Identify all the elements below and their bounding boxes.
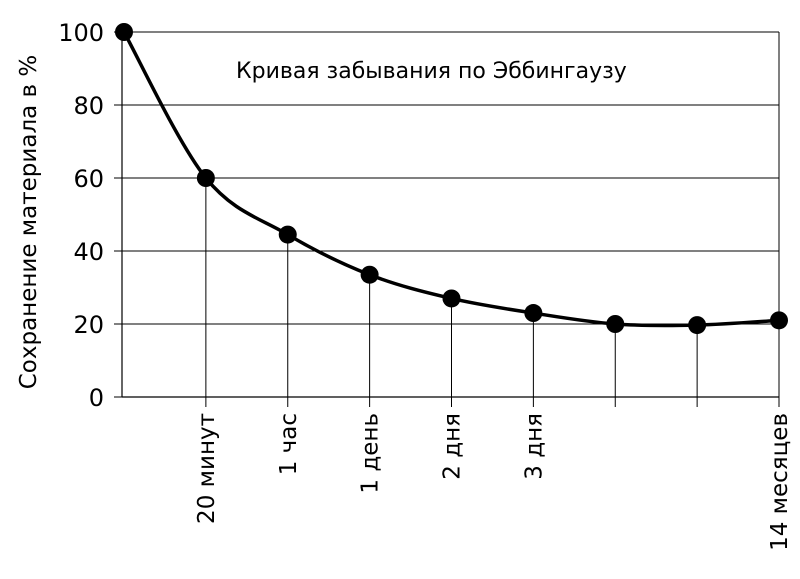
data-point [524, 304, 543, 323]
y-tick-label: 60 [73, 165, 104, 193]
y-axis-label: Сохранение материала в % [16, 55, 42, 390]
data-point [115, 23, 133, 41]
data-point [688, 316, 707, 335]
x-tick-label: 2 дня [440, 413, 466, 480]
x-tick-label: 1 час [276, 413, 302, 475]
y-tick-label: 100 [58, 19, 104, 47]
data-point [278, 225, 297, 244]
chart-title: Кривая забывания по Эббингаузу [236, 59, 627, 84]
y-tick-label: 20 [73, 311, 104, 339]
x-tick-label: 1 день [358, 413, 384, 494]
data-point [360, 265, 379, 284]
data-point [196, 169, 215, 187]
x-tick-labels: 20 минут 1 час 1 день 2 дня 3 дня 14 месяцев [194, 413, 793, 551]
y-tick-label: 80 [73, 92, 104, 120]
data-point [770, 311, 788, 330]
data-point [606, 315, 625, 333]
axes [114, 28, 780, 398]
data-point [442, 289, 461, 308]
data-points [115, 23, 788, 335]
droplines [205, 178, 780, 407]
y-tick-label: 0 [89, 384, 104, 412]
x-tick-label: 14 месяцев [767, 413, 793, 551]
x-tick-label: 3 дня [521, 413, 547, 480]
y-tick-labels: 0 20 40 60 80 100 [58, 19, 104, 412]
y-tick-label: 40 [73, 238, 104, 266]
x-tick-label: 20 минут [194, 413, 220, 524]
